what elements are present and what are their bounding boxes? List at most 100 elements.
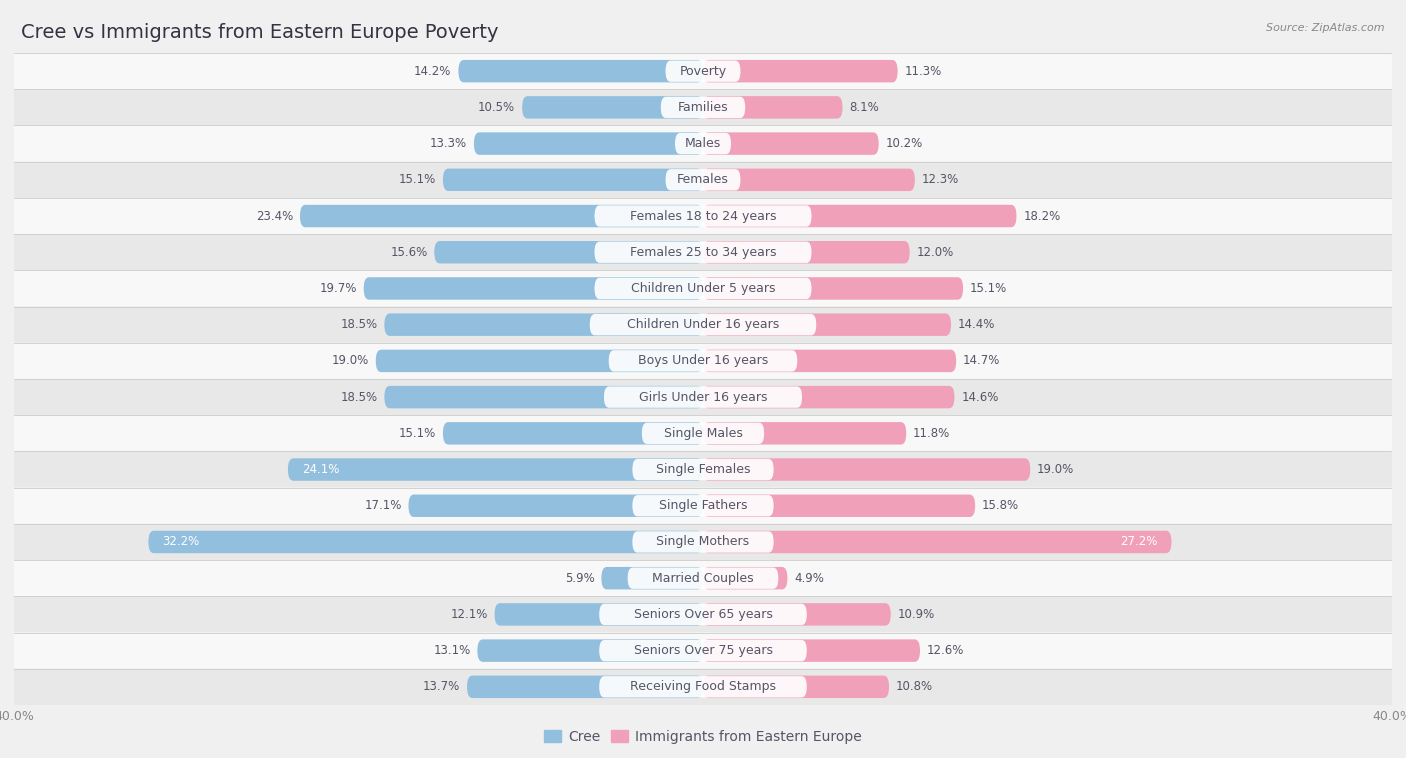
FancyBboxPatch shape <box>14 632 1392 669</box>
FancyBboxPatch shape <box>409 494 703 517</box>
FancyBboxPatch shape <box>478 640 703 662</box>
FancyBboxPatch shape <box>299 205 703 227</box>
Text: Boys Under 16 years: Boys Under 16 years <box>638 355 768 368</box>
Text: Children Under 16 years: Children Under 16 years <box>627 318 779 331</box>
FancyBboxPatch shape <box>384 386 703 409</box>
FancyBboxPatch shape <box>665 61 741 82</box>
FancyBboxPatch shape <box>14 560 1392 597</box>
FancyBboxPatch shape <box>703 386 955 409</box>
Text: 4.9%: 4.9% <box>794 572 824 584</box>
FancyBboxPatch shape <box>703 640 920 662</box>
Text: Single Females: Single Females <box>655 463 751 476</box>
Text: 11.3%: 11.3% <box>904 64 942 77</box>
Text: 15.8%: 15.8% <box>981 500 1019 512</box>
Text: 14.2%: 14.2% <box>415 64 451 77</box>
FancyBboxPatch shape <box>703 567 787 590</box>
FancyBboxPatch shape <box>443 168 703 191</box>
FancyBboxPatch shape <box>149 531 703 553</box>
FancyBboxPatch shape <box>14 343 1392 379</box>
Text: 11.8%: 11.8% <box>912 427 950 440</box>
Text: Single Fathers: Single Fathers <box>659 500 747 512</box>
Text: Single Males: Single Males <box>664 427 742 440</box>
Text: 13.3%: 13.3% <box>430 137 467 150</box>
FancyBboxPatch shape <box>703 349 956 372</box>
Text: 14.4%: 14.4% <box>957 318 995 331</box>
Text: Children Under 5 years: Children Under 5 years <box>631 282 775 295</box>
FancyBboxPatch shape <box>633 531 773 553</box>
FancyBboxPatch shape <box>364 277 703 299</box>
FancyBboxPatch shape <box>703 675 889 698</box>
Text: Cree vs Immigrants from Eastern Europe Poverty: Cree vs Immigrants from Eastern Europe P… <box>21 23 499 42</box>
Text: Girls Under 16 years: Girls Under 16 years <box>638 390 768 403</box>
FancyBboxPatch shape <box>384 314 703 336</box>
Text: 10.5%: 10.5% <box>478 101 515 114</box>
Text: 10.9%: 10.9% <box>897 608 935 621</box>
Text: Seniors Over 65 years: Seniors Over 65 years <box>634 608 772 621</box>
FancyBboxPatch shape <box>643 423 763 444</box>
Text: Source: ZipAtlas.com: Source: ZipAtlas.com <box>1267 23 1385 33</box>
FancyBboxPatch shape <box>595 205 811 227</box>
FancyBboxPatch shape <box>14 198 1392 234</box>
Text: 14.7%: 14.7% <box>963 355 1001 368</box>
FancyBboxPatch shape <box>675 133 731 155</box>
Text: 18.5%: 18.5% <box>340 318 377 331</box>
Text: 18.5%: 18.5% <box>340 390 377 403</box>
Text: 8.1%: 8.1% <box>849 101 879 114</box>
FancyBboxPatch shape <box>288 459 703 481</box>
Text: Males: Males <box>685 137 721 150</box>
Text: 12.1%: 12.1% <box>450 608 488 621</box>
Text: Poverty: Poverty <box>679 64 727 77</box>
Text: Single Mothers: Single Mothers <box>657 535 749 549</box>
FancyBboxPatch shape <box>14 271 1392 306</box>
FancyBboxPatch shape <box>599 676 807 697</box>
FancyBboxPatch shape <box>14 234 1392 271</box>
FancyBboxPatch shape <box>633 459 773 481</box>
Text: 10.2%: 10.2% <box>886 137 922 150</box>
Text: 14.6%: 14.6% <box>962 390 998 403</box>
FancyBboxPatch shape <box>703 422 907 444</box>
FancyBboxPatch shape <box>14 379 1392 415</box>
Text: 32.2%: 32.2% <box>162 535 200 549</box>
Text: 15.1%: 15.1% <box>399 174 436 186</box>
FancyBboxPatch shape <box>661 97 745 118</box>
FancyBboxPatch shape <box>665 169 741 190</box>
FancyBboxPatch shape <box>14 524 1392 560</box>
Text: 12.3%: 12.3% <box>922 174 959 186</box>
Text: 12.6%: 12.6% <box>927 644 965 657</box>
FancyBboxPatch shape <box>703 531 1171 553</box>
Text: 18.2%: 18.2% <box>1024 209 1060 223</box>
FancyBboxPatch shape <box>14 89 1392 126</box>
FancyBboxPatch shape <box>602 567 703 590</box>
Text: Married Couples: Married Couples <box>652 572 754 584</box>
Text: 24.1%: 24.1% <box>302 463 339 476</box>
Text: 13.1%: 13.1% <box>433 644 471 657</box>
Text: 5.9%: 5.9% <box>565 572 595 584</box>
Text: Females 18 to 24 years: Females 18 to 24 years <box>630 209 776 223</box>
FancyBboxPatch shape <box>595 277 811 299</box>
FancyBboxPatch shape <box>443 422 703 444</box>
FancyBboxPatch shape <box>495 603 703 625</box>
FancyBboxPatch shape <box>434 241 703 264</box>
FancyBboxPatch shape <box>605 387 801 408</box>
FancyBboxPatch shape <box>609 350 797 371</box>
FancyBboxPatch shape <box>14 452 1392 487</box>
FancyBboxPatch shape <box>703 133 879 155</box>
Text: Seniors Over 75 years: Seniors Over 75 years <box>634 644 772 657</box>
Legend: Cree, Immigrants from Eastern Europe: Cree, Immigrants from Eastern Europe <box>544 730 862 744</box>
FancyBboxPatch shape <box>627 568 779 589</box>
FancyBboxPatch shape <box>633 495 773 516</box>
FancyBboxPatch shape <box>703 277 963 299</box>
Text: 19.0%: 19.0% <box>1038 463 1074 476</box>
FancyBboxPatch shape <box>703 603 891 625</box>
Text: 17.1%: 17.1% <box>364 500 402 512</box>
FancyBboxPatch shape <box>14 415 1392 452</box>
Text: 27.2%: 27.2% <box>1121 535 1157 549</box>
FancyBboxPatch shape <box>14 487 1392 524</box>
FancyBboxPatch shape <box>595 242 811 263</box>
FancyBboxPatch shape <box>14 669 1392 705</box>
FancyBboxPatch shape <box>14 597 1392 632</box>
Text: 12.0%: 12.0% <box>917 246 953 258</box>
FancyBboxPatch shape <box>703 168 915 191</box>
FancyBboxPatch shape <box>703 60 897 83</box>
FancyBboxPatch shape <box>14 161 1392 198</box>
